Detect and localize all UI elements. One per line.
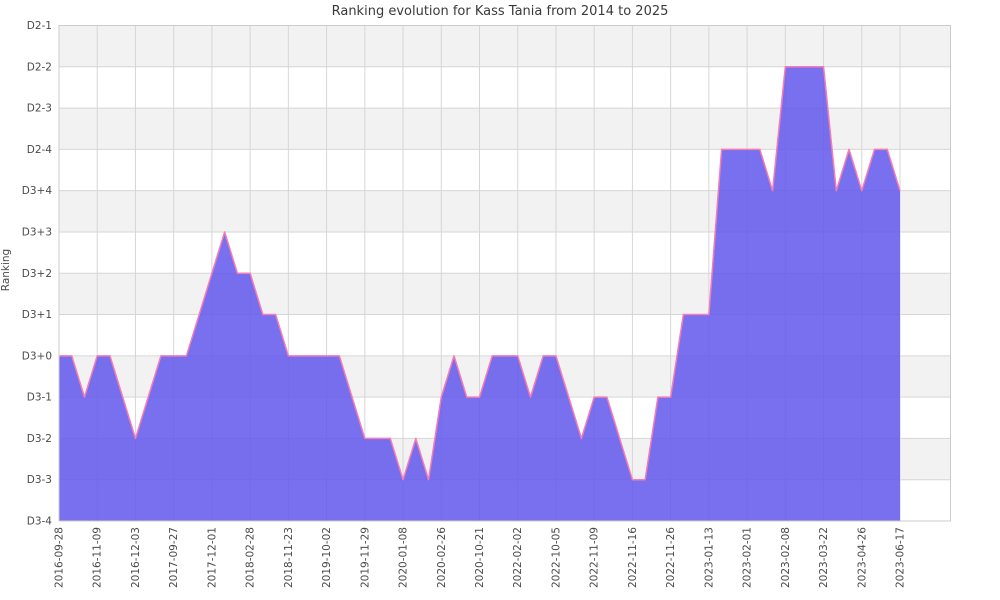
x-tick-label: 2022-11-26: [665, 527, 677, 588]
x-tick-label: 2018-11-23: [283, 527, 295, 588]
x-tick-label: 2023-06-17: [895, 527, 907, 588]
x-tick-label: 2019-10-02: [321, 527, 333, 588]
y-tick-label: D3-1: [27, 392, 52, 404]
x-tick-label: 2023-02-08: [780, 527, 792, 588]
grid-band: [59, 25, 951, 67]
x-tick-label: 2023-01-13: [703, 527, 715, 588]
y-tick-label: D3+3: [22, 226, 52, 238]
y-tick-label: D3-3: [27, 474, 52, 486]
y-tick-label: D2-4: [27, 144, 53, 156]
y-axis-title: Ranking: [0, 248, 12, 292]
x-tick-label: 2022-11-16: [627, 527, 639, 588]
ranking-line: [59, 66, 901, 481]
x-tick-label: 2017-09-27: [168, 527, 180, 588]
x-tick-label: 2022-11-09: [589, 527, 601, 588]
x-tick-label: 2020-10-21: [474, 527, 486, 588]
y-tick-label: D3-4: [27, 516, 53, 528]
x-tick-label: 2022-10-05: [550, 527, 562, 588]
chart-title: Ranking evolution for Kass Tania from 20…: [331, 4, 669, 19]
y-tick-label: D2-2: [27, 61, 52, 73]
y-tick-label: D3+0: [22, 350, 52, 362]
x-tick-label: 2017-12-01: [206, 527, 218, 588]
x-tick-label: 2016-12-03: [130, 527, 142, 588]
x-tick-label: 2019-11-29: [359, 527, 371, 588]
x-tick-label: 2020-02-26: [436, 527, 448, 588]
ranking-area: [59, 66, 900, 521]
x-tick-label: 2022-02-02: [512, 527, 524, 588]
x-tick-label: 2016-11-09: [92, 527, 104, 588]
x-tick-label: 2020-01-08: [398, 527, 410, 588]
x-tick-label: 2023-03-22: [818, 527, 830, 588]
x-tick-label: 2016-09-28: [54, 527, 66, 588]
plot-border: [58, 25, 951, 522]
x-tick-label: 2023-02-01: [742, 527, 754, 588]
y-tick-label: D2-1: [27, 20, 52, 32]
y-tick-label: D2-3: [27, 103, 52, 115]
y-tick-label: D3+2: [22, 268, 52, 280]
y-tick-label: D3-2: [27, 433, 52, 445]
y-tick-label: D3+1: [22, 309, 52, 321]
x-tick-label: 2023-04-26: [856, 527, 868, 588]
y-tick-label: D3+4: [22, 185, 53, 197]
x-tick-label: 2018-02-28: [245, 527, 257, 588]
